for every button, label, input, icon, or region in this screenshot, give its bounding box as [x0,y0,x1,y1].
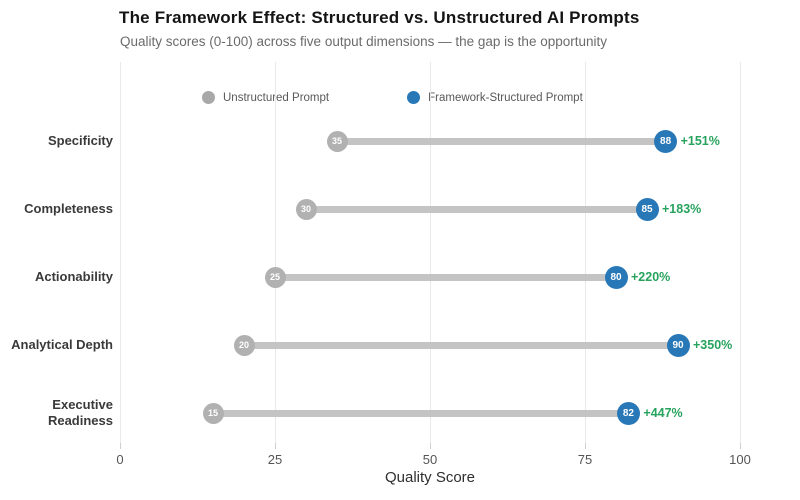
legend-item-unstructured: Unstructured Prompt [202,91,329,104]
dumbbell-connector [275,273,616,281]
axis-tick [119,443,121,449]
category-label: Actionability [34,268,113,284]
axis-tick-label: 25 [267,452,283,467]
legend: Unstructured Prompt Framework-Structured… [202,91,583,104]
axis-tick [429,443,431,449]
gridline [584,62,586,443]
dumbbell-connector [337,137,666,145]
unstructured-dot: 35 [326,130,348,152]
category-label: Completeness [24,200,113,216]
structured-dot: 88 [654,129,678,153]
gridline [274,62,276,443]
axis-tick-label: 50 [422,452,438,467]
legend-label: Unstructured Prompt [223,91,330,104]
pct-change-label: +183% [662,202,702,216]
axis-tick-label: 100 [729,452,751,467]
pct-change-label: +151% [680,134,720,148]
dumbbell-connector [213,409,629,417]
unstructured-dot: 30 [295,198,317,220]
legend-dot-gray-icon [202,91,215,104]
structured-dot: 82 [616,401,640,425]
category-label: Executive Readiness [47,396,113,428]
dumbbell-connector [306,205,647,213]
structured-dot: 80 [604,265,628,289]
gridline [429,62,431,443]
structured-dot: 90 [666,333,690,357]
axis-tick [739,443,741,449]
legend-label: Framework-Structured Prompt [428,91,583,104]
unstructured-dot: 20 [233,334,255,356]
axis-tick [274,443,276,449]
pct-change-label: +350% [693,338,733,352]
chart-title: The Framework Effect: Structured vs. Uns… [119,8,640,27]
legend-item-structured: Framework-Structured Prompt [407,91,583,104]
category-label: Specificity [47,132,113,148]
axis-tick [584,443,586,449]
category-label: Analytical Depth [11,336,113,352]
unstructured-dot: 25 [264,266,286,288]
chart-subtitle: Quality scores (0-100) across five outpu… [120,34,607,49]
gridline [119,62,121,443]
pct-change-label: +447% [643,406,683,420]
axis-tick-label: 75 [577,452,593,467]
pct-change-label: +220% [631,270,671,284]
dumbbell-connector [244,341,678,349]
unstructured-dot: 15 [202,402,224,424]
x-axis-title: Quality Score [384,469,476,486]
legend-dot-blue-icon [407,91,421,104]
gridline [739,62,741,443]
structured-dot: 85 [635,197,659,221]
axis-tick-label: 0 [116,452,124,467]
